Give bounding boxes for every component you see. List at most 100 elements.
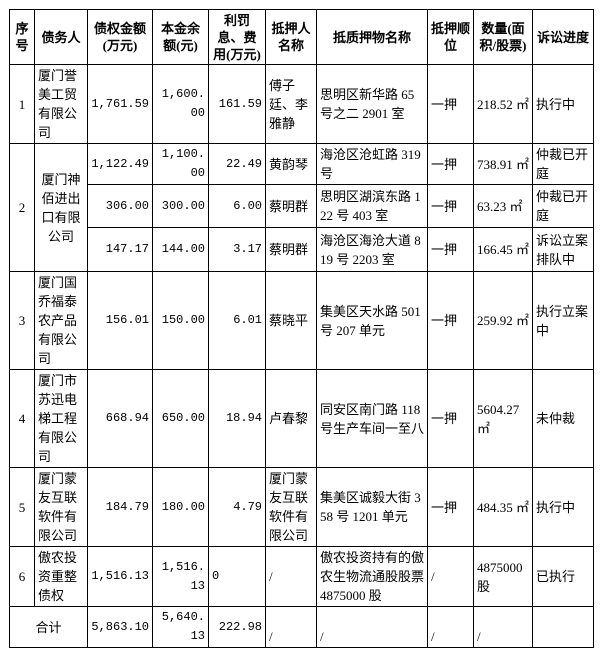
status-cell: 已执行 (532, 546, 594, 607)
table-row: 4 厦门市苏迅电梯工程有限公司 668.94 650.00 18.94 卢春黎 同安区南门路… (9, 369, 594, 468)
collateral-cell: 集美区天水路 501 号 207 单元 (316, 271, 428, 370)
seq-cell: 2 (9, 143, 35, 272)
interest-cell: 18.94 (208, 369, 266, 468)
total-mortgagor: / (265, 606, 317, 648)
interest-cell: 22.49 (208, 143, 266, 185)
debt-table: 序号 债务人 债权金额(万元) 本金余额(元) 利罚息、费用(万元) 抵押人名称 抵质押物名… (9, 9, 594, 648)
total-row: 合计 5,863.10 5,640.13 222.98// / / (9, 606, 594, 648)
table-row: 5 厦门蒙友互联软件有限公司 184.79 180.00 4.79 厦门蒙友互联软件有限公… (9, 467, 594, 547)
table-row: 3 厦门国乔福泰农产品有限公司 156.01 150.00 6.01 蔡晓平 集美区天水路 … (9, 271, 594, 370)
order-cell: 一押 (427, 64, 474, 144)
debtor-cell: 厦门蒙友互联软件有限公司 (34, 467, 88, 547)
interest-cell: 4.79 (208, 467, 266, 547)
debtor-cell: 厦门誉美工贸有限公司 (34, 64, 88, 144)
table-row: 6 傲农投资重整债权 1,516.13 1,516.13 0/傲农投资持有的傲农生物流通… (9, 546, 594, 607)
amount-cell: 147.17 (87, 227, 153, 272)
interest-cell: 6.00 (208, 184, 266, 228)
header-collateral: 抵质押物名称 (316, 9, 428, 65)
principal-cell: 1,100.00 (152, 143, 209, 185)
collateral-cell: 海沧区海沧大道 819 号 2203 室 (316, 227, 428, 272)
principal-cell: 180.00 (152, 467, 209, 547)
table-row: 147.17 144.00 3.17 蔡明群 海沧区海沧大道 819 号 2203 室一… (10, 227, 594, 272)
order-cell: 一押 (427, 227, 474, 272)
debtor-cell: 厦门市苏迅电梯工程有限公司 (34, 369, 88, 468)
debtor-cell: 厦门国乔福泰农产品有限公司 (34, 271, 88, 370)
header-order: 抵押顺位 (427, 9, 474, 65)
principal-cell: 1,600.00 (152, 64, 209, 144)
total-interest: 222.98 (208, 606, 266, 648)
interest-cell: 161.59 (208, 64, 266, 144)
quantity-cell: 259.92 ㎡ (473, 271, 533, 370)
quantity-cell: 484.35 ㎡ (473, 467, 533, 547)
order-cell: 一押 (427, 467, 474, 547)
total-status (532, 606, 594, 648)
quantity-cell: 4875000 股 (473, 546, 533, 607)
principal-cell: 300.00 (152, 184, 209, 228)
mortgagor-cell: / (265, 546, 317, 607)
mortgagor-cell: 蔡明群 (265, 227, 317, 272)
collateral-cell: 集美区诚毅大街 358 号 1201 单元 (316, 467, 428, 547)
mortgagor-cell: 蔡晓平 (265, 271, 317, 370)
status-cell: 诉讼立案排队中 (532, 227, 594, 272)
mortgagor-cell: 傅子廷、李雅静 (265, 64, 317, 144)
collateral-cell: 傲农投资持有的傲农生物流通股股票 4875000 股 (316, 546, 428, 607)
status-cell: 执行中 (532, 467, 594, 547)
status-cell: 未仲裁 (532, 369, 594, 468)
amount-cell: 1,122.49 (87, 143, 153, 185)
total-principal: 5,640.13 (152, 606, 209, 648)
header-seq: 序号 (9, 9, 35, 65)
collateral-cell: 海沧区沧虹路 319 号 (316, 143, 428, 185)
mortgagor-cell: 蔡明群 (265, 184, 317, 228)
total-label: 合计 (9, 606, 88, 648)
amount-cell: 668.94 (87, 369, 153, 468)
header-principal: 本金余额(元) (152, 9, 209, 65)
table-row: 306.00 300.00 6.00 蔡明群 思明区湖滨东路 122 号 403 室一押… (10, 184, 594, 228)
collateral-cell: 同安区南门路 118 号生产车间一至八 (316, 369, 428, 468)
status-cell: 仲裁已开庭 (532, 184, 594, 228)
total-amount: 5,863.10 (87, 606, 153, 648)
quantity-cell: 218.52 ㎡ (473, 64, 533, 144)
mortgagor-cell: 厦门蒙友互联软件有限公司 (265, 467, 317, 547)
order-cell: 一押 (427, 143, 474, 185)
header-status: 诉讼进度 (532, 9, 594, 65)
status-cell: 仲裁已开庭 (532, 143, 594, 185)
collateral-cell: 思明区湖滨东路 122 号 403 室 (316, 184, 428, 228)
order-cell: 一押 (427, 184, 474, 228)
seq-cell: 6 (9, 546, 35, 607)
amount-cell: 306.00 (87, 184, 153, 228)
quantity-cell: 166.45 ㎡ (473, 227, 533, 272)
interest-cell: 0 (208, 546, 266, 607)
quantity-cell: 738.91 ㎡ (473, 143, 533, 185)
interest-cell: 6.01 (208, 271, 266, 370)
header-mortgagor: 抵押人名称 (265, 9, 317, 65)
principal-cell: 150.00 (152, 271, 209, 370)
quantity-cell: 5604.27 ㎡ (473, 369, 533, 468)
status-cell: 执行立案中 (532, 271, 594, 370)
amount-cell: 156.01 (87, 271, 153, 370)
total-collateral: / (316, 606, 428, 648)
mortgagor-cell: 卢春黎 (265, 369, 317, 468)
order-cell: 一押 (427, 271, 474, 370)
table-row: 1 厦门誉美工贸有限公司 1,761.59 1,600.00 161.59 傅子廷、李雅静… (9, 64, 594, 144)
seq-cell: 5 (9, 467, 35, 547)
debtor-cell: 厦门神佰进出口有限公司 (34, 143, 88, 272)
mortgagor-cell: 黄韵琴 (265, 143, 317, 185)
order-cell: 一押 (427, 369, 474, 468)
header-quantity: 数量(面积/股票) (473, 9, 533, 65)
seq-cell: 1 (9, 64, 35, 144)
principal-cell: 144.00 (152, 227, 209, 272)
amount-cell: 1,761.59 (87, 64, 153, 144)
quantity-cell: 63.23 ㎡ (473, 184, 533, 228)
header-debtor: 债务人 (34, 9, 88, 65)
total-order: / (427, 606, 474, 648)
collateral-cell: 思明区新华路 65 号之二 2901 室 (316, 64, 428, 144)
seq-cell: 4 (9, 369, 35, 468)
amount-cell: 1,516.13 (87, 546, 153, 607)
amount-cell: 184.79 (87, 467, 153, 547)
status-cell: 执行中 (532, 64, 594, 144)
debtor-cell: 傲农投资重整债权 (34, 546, 88, 607)
total-quantity: / (473, 606, 533, 648)
principal-cell: 1,516.13 (152, 546, 209, 607)
header-amount: 债权金额(万元) (87, 9, 153, 65)
header-row: 序号 债务人 债权金额(万元) 本金余额(元) 利罚息、费用(万元) 抵押人名称 抵质押物名… (9, 9, 594, 65)
